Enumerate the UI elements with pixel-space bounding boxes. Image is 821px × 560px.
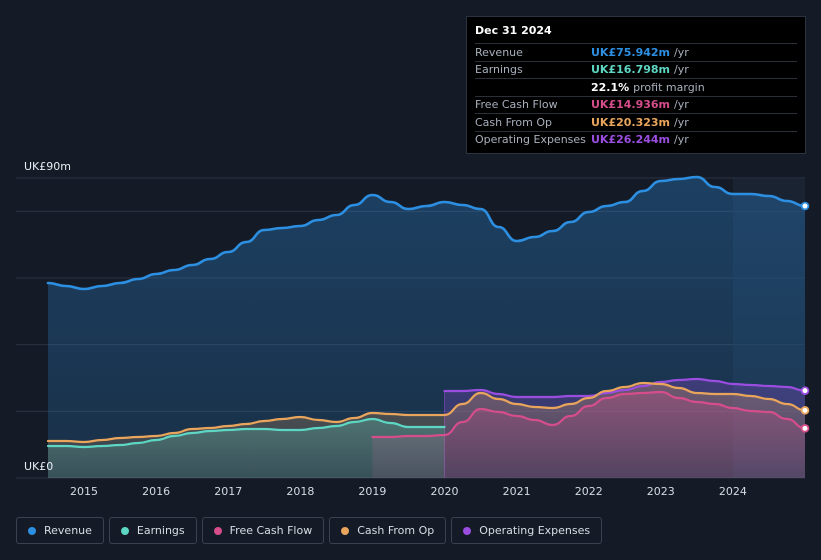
tooltip-value: UK£16.798m (591, 63, 671, 77)
tooltip-row-cfo: Cash From Op UK£20.323m /yr (475, 113, 797, 131)
legend-item-operating-expenses[interactable]: Operating Expenses (451, 517, 603, 544)
profit-margin-value: 22.1% (591, 80, 630, 94)
legend-item-free-cash-flow[interactable]: Free Cash Flow (201, 517, 325, 544)
series-line-cfo (46, 381, 807, 444)
legend-label: Revenue (44, 524, 92, 537)
tooltip-value: UK£14.936m (591, 98, 671, 112)
legend-item-earnings[interactable]: Earnings (108, 517, 197, 544)
x-tick-label: 2018 (286, 485, 314, 498)
tooltip-unit: /yr (674, 45, 689, 59)
end-marker-opex (800, 386, 810, 395)
x-tick-label: 2015 (70, 485, 98, 498)
legend-dot-icon (120, 526, 129, 535)
x-tick-label: 2021 (503, 485, 531, 498)
tooltip-label: Cash From Op (475, 115, 553, 129)
y-axis-top-label: UK£90m (24, 160, 71, 173)
y-axis-bottom-label: UK£0 (24, 460, 53, 473)
tooltip-row-earnings: Earnings UK£16.798m /yr (475, 60, 797, 79)
tooltip-unit: /yr (674, 98, 689, 112)
tooltip-label: Operating Expenses (475, 133, 586, 147)
tooltip-unit: /yr (674, 115, 689, 129)
end-marker-fcf (800, 424, 810, 433)
legend-dot-icon (341, 526, 350, 535)
legend-dot-icon (28, 526, 36, 535)
tooltip-unit: /yr (674, 133, 689, 147)
x-tick-label: 2023 (647, 485, 675, 498)
tooltip-value: UK£26.244m (591, 133, 671, 147)
legend-label: Free Cash Flow (229, 524, 313, 537)
series-line-opex (443, 377, 807, 399)
legend-dot-icon (213, 526, 222, 535)
x-tick-label: 2022 (575, 485, 603, 498)
area-earnings (48, 419, 445, 478)
tooltip-value: UK£20.323m (591, 115, 671, 129)
tooltip-unit: /yr (674, 63, 689, 77)
series-line-revenue (46, 175, 807, 291)
x-tick-label: 2019 (358, 485, 386, 498)
end-marker-cfo (800, 406, 810, 415)
x-tick-label: 2020 (431, 485, 459, 498)
tooltip-label: Revenue (475, 45, 523, 59)
legend-label: Earnings (136, 524, 185, 537)
x-tick-label: 2024 (719, 485, 747, 498)
x-tick-label: 2017 (214, 485, 242, 498)
tooltip-panel: Dec 31 2024 Revenue UK£75.942m /yr Earni… (466, 16, 806, 154)
tooltip-label: Earnings (475, 63, 523, 77)
legend-label: Cash From Op (357, 524, 435, 537)
series-line-fcf (371, 390, 807, 439)
tooltip-label: Free Cash Flow (475, 98, 558, 112)
tooltip-value: UK£75.942m (591, 45, 671, 59)
tooltip-row-margin: 22.1% profit margin (475, 78, 797, 96)
tooltip-row-opex: Operating Expenses UK£26.244m /yr (475, 130, 797, 149)
tooltip-row-revenue: Revenue UK£75.942m /yr (475, 43, 797, 61)
tooltip-row-fcf: Free Cash Flow UK£14.936m /yr (475, 95, 797, 114)
legend-item-revenue[interactable]: Revenue (16, 517, 104, 544)
legend-item-cash-from-op[interactable]: Cash From Op (329, 517, 447, 544)
tooltip-date: Dec 31 2024 (475, 24, 552, 37)
x-tick-label: 2016 (142, 485, 170, 498)
series-line-earnings (46, 417, 446, 449)
legend: Revenue Earnings Free Cash Flow Cash Fro… (16, 517, 603, 544)
profit-margin-text: profit margin (633, 80, 705, 94)
area-fcf (372, 392, 805, 478)
legend-dot-icon (463, 526, 472, 535)
legend-label: Operating Expenses (479, 524, 591, 537)
end-marker-revenue (800, 201, 810, 211)
